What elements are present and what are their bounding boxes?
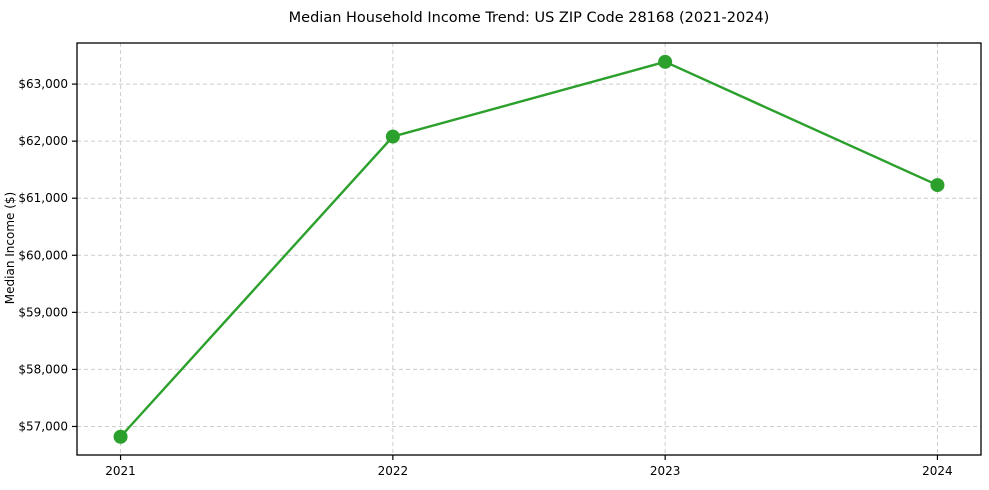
- x-tick-label: 2023: [650, 464, 681, 478]
- x-tick-label: 2022: [378, 464, 409, 478]
- y-tick-label: $57,000: [18, 419, 68, 433]
- y-tick-label: $60,000: [18, 248, 68, 262]
- data-point-marker: [930, 178, 945, 193]
- y-tick-label: $61,000: [18, 191, 68, 205]
- x-tick-label: 2024: [922, 464, 953, 478]
- y-tick-label: $62,000: [18, 134, 68, 148]
- trend-line: [119, 60, 939, 438]
- chart-title: Median Household Income Trend: US ZIP Co…: [289, 10, 770, 26]
- y-tick-label: $59,000: [18, 305, 68, 319]
- y-tick-label: $63,000: [18, 77, 68, 91]
- data-point-marker: [385, 129, 400, 144]
- y-tick-label: $58,000: [18, 362, 68, 376]
- plot-area: $57,000 $58,000 $59,000 $60,000 $61,000 $62,0…: [18, 42, 982, 478]
- y-axis-label: Median Income ($): [3, 192, 17, 304]
- x-tick-label: 2021: [105, 464, 136, 478]
- plot-border: [76, 42, 982, 456]
- data-point-marker: [113, 429, 128, 444]
- data-point-marker: [658, 54, 673, 69]
